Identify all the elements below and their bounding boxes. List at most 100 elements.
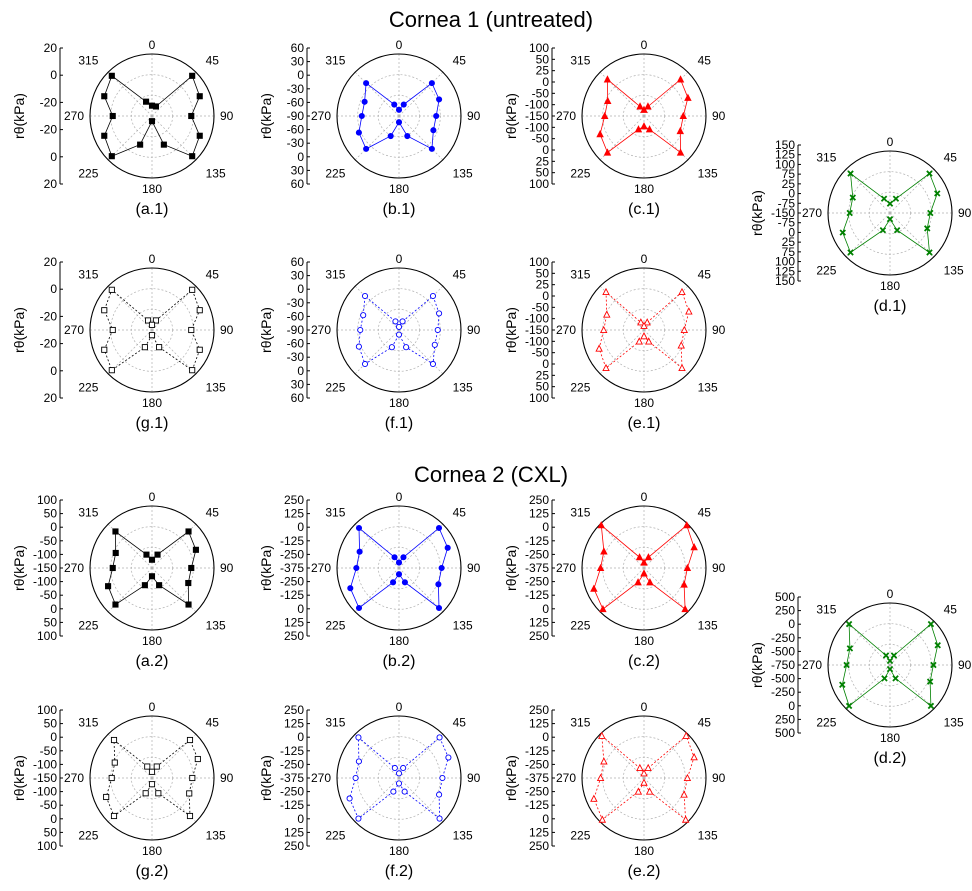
r-axis-tick-label: 25 [536, 154, 550, 168]
polar-frame [336, 715, 462, 841]
r-axis-tick-label: -150 [525, 109, 549, 123]
marker-square [112, 601, 119, 608]
r-axis-tick-label: 60 [291, 177, 305, 191]
marker-x [927, 620, 935, 628]
r-axis-tick-label: -375 [280, 561, 304, 575]
angle-label: 315 [325, 267, 345, 281]
marker-x [934, 190, 941, 197]
marker-square [188, 112, 195, 120]
marker-square [148, 332, 156, 339]
panel-label: (c.2) [628, 653, 660, 670]
grid-spoke [889, 620, 935, 666]
marker-square [141, 582, 148, 589]
r-axis-tick-label: -100 [525, 98, 549, 112]
marker-triangle [678, 363, 686, 372]
marker-square [185, 579, 192, 587]
r-axis-tick-label: 100 [775, 157, 795, 171]
r-axis-tick-label: 0 [788, 617, 795, 631]
r-axis-tick-label: 125 [529, 717, 549, 731]
angle-label: 180 [389, 396, 409, 410]
r-axis-tick-label: 0 [50, 364, 57, 378]
marker-square [148, 321, 156, 328]
r-axis-tick-label: -250 [771, 685, 795, 699]
angle-label: 270 [311, 109, 331, 123]
angle-label: 90 [958, 206, 972, 220]
angle-label: 315 [570, 715, 590, 729]
r-axis-tick-label: -30 [287, 350, 305, 364]
marker-triangle [596, 563, 605, 572]
marker-circle [355, 343, 362, 350]
grid-spoke [398, 285, 444, 331]
angle-label: 225 [325, 167, 345, 181]
polar-frame [89, 715, 215, 841]
marker-square [186, 736, 194, 744]
r-axis-tick-label: -50 [532, 86, 550, 100]
angle-label: 90 [712, 109, 726, 123]
angle-label: 45 [453, 505, 467, 519]
marker-triangle [636, 763, 644, 772]
panel-label: (a.2) [136, 653, 169, 670]
angle-label: 225 [570, 167, 590, 181]
marker-circle [404, 132, 411, 140]
polar-panel: 04590135180225270315(f.2)2501250-125-250… [258, 700, 481, 880]
grid-spoke [643, 777, 689, 823]
angle-label: 270 [64, 109, 84, 123]
marker-triangle [640, 778, 648, 786]
r-axis-title: rθ(kPa) [503, 93, 519, 139]
angle-label: 225 [78, 381, 98, 395]
marker-circle [388, 344, 395, 351]
angle-label: 315 [570, 53, 590, 67]
marker-square [189, 153, 196, 160]
marker-square [108, 286, 115, 293]
marker-triangle [603, 75, 612, 83]
angle-label: 225 [816, 264, 836, 278]
grid-spoke [845, 664, 891, 710]
series-line [593, 734, 695, 821]
marker-x [845, 620, 853, 628]
r-axis-tick-label: 50 [536, 266, 550, 280]
marker-square [112, 549, 119, 557]
marker-circle [436, 791, 443, 798]
marker-square [111, 759, 118, 766]
marker-triangle [640, 321, 648, 329]
angle-label: 0 [396, 700, 403, 714]
marker-triangle [597, 521, 605, 529]
marker-square [144, 317, 152, 324]
r-axis-tick-label: 250 [284, 629, 304, 643]
polar-panels: 0 45 90 135 180 225 270 315 (a.1) 20 0 -20 -20 0 20 rθ(… [11, 38, 972, 880]
marker-triangle [640, 105, 648, 113]
panel-label: (c.1) [628, 201, 660, 218]
angle-label: 45 [944, 602, 958, 616]
r-axis-tick-label: 0 [50, 150, 57, 164]
marker-square [196, 93, 203, 100]
grid-spoke [845, 620, 891, 666]
r-axis-tick-label: 100 [37, 839, 57, 853]
angle-label: 270 [311, 771, 331, 785]
r-axis-tick-label: 0 [788, 225, 795, 239]
angle-label: 0 [149, 700, 156, 714]
angle-label: 45 [698, 715, 712, 729]
grid-spoke [398, 567, 444, 613]
r-axis-tick-label: 125 [775, 264, 795, 278]
marker-circle [355, 734, 362, 741]
marker-circle [444, 544, 451, 551]
r-axis-tick-label: -100 [525, 334, 549, 348]
angle-label: 225 [78, 829, 98, 843]
angle-label: 270 [802, 206, 822, 220]
marker-triangle [603, 310, 611, 318]
marker-square [196, 132, 203, 139]
marker-x [847, 249, 854, 256]
marker-x [886, 200, 894, 207]
polar-panel: 04590135180225270315(e.1)10050250-50-100… [503, 252, 726, 432]
marker-circle [391, 764, 398, 772]
angle-label: 0 [396, 252, 403, 266]
r-axis-tick-label: 100 [775, 255, 795, 269]
r-axis-tick-label: 50 [536, 166, 550, 180]
marker-triangle [595, 344, 603, 352]
marker-triangle [640, 558, 648, 566]
grid-spoke [354, 285, 400, 331]
marker-triangle [685, 307, 693, 315]
r-axis-tick-label: 30 [291, 269, 305, 283]
marker-circle [433, 112, 440, 120]
